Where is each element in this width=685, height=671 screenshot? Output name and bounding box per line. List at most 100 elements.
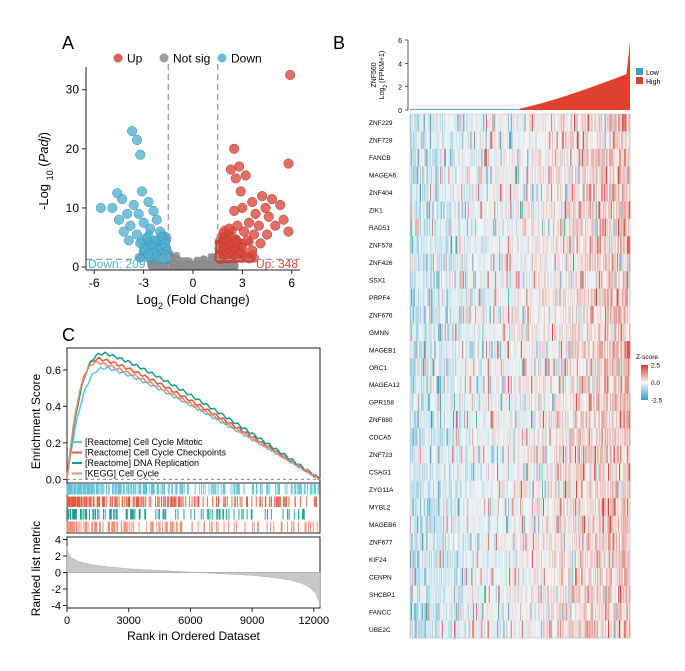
heatmap-cell: [596, 341, 598, 359]
heatmap-cell: [597, 323, 599, 342]
heatmap-cell: [542, 288, 545, 307]
heatmap-cell: [593, 183, 595, 202]
heatmap-cell: [487, 131, 489, 150]
heatmap-cell: [424, 288, 426, 307]
heatmap-cell: [443, 236, 446, 255]
heatmap-cell: [444, 306, 447, 324]
heatmap-cell: [457, 271, 459, 289]
heatmap-cell: [426, 376, 428, 394]
heatmap-cell: [431, 201, 433, 220]
heatmap-cell: [435, 323, 437, 342]
heatmap-cell: [485, 114, 487, 132]
heatmap-cell: [540, 236, 542, 255]
heatmap-cell: [487, 183, 489, 202]
heatmap-cell: [571, 218, 573, 237]
heatmap-cell: [627, 236, 629, 255]
heatmap-cell: [575, 218, 577, 237]
heatmap-cell: [549, 253, 551, 272]
heatmap-cell: [555, 358, 557, 377]
heatmap-cell: [534, 114, 536, 132]
heatmap-cell: [604, 218, 606, 237]
heatmap-cell: [461, 376, 463, 394]
heatmap-cell: [575, 323, 577, 342]
heatmap-cell: [575, 271, 578, 289]
heatmap-cell: [576, 114, 579, 132]
heatmap-cell: [598, 288, 601, 307]
heatmap-cell: [457, 148, 459, 167]
heatmap-cell: [443, 323, 446, 342]
heatmap-cell: [428, 393, 430, 412]
heatmap-cell: [490, 183, 492, 202]
legend-swatch-1: [159, 53, 169, 63]
up-point: [247, 245, 258, 256]
heatmap-cell: [449, 201, 451, 220]
heatmap-cell: [419, 341, 421, 359]
heatmap-cell: [434, 341, 436, 359]
heatmap-cell: [420, 183, 422, 202]
heatmap-cell: [410, 236, 412, 255]
heatmap-cell: [606, 358, 608, 377]
heatmap-cell: [505, 166, 507, 185]
heatmap-cell: [584, 218, 586, 237]
heatmap-cell: [559, 288, 561, 307]
heatmap-cell: [473, 114, 475, 132]
heatmap-cell: [612, 306, 614, 324]
heatmap-cell: [449, 393, 451, 412]
heatmap-cell: [518, 271, 520, 289]
heatmap-cell: [614, 183, 616, 202]
heatmap-cell: [619, 271, 622, 289]
heatmap-cell: [473, 393, 475, 412]
heatmap-cell: [536, 148, 538, 167]
heatmap-cell: [572, 323, 574, 342]
heatmap-cell: [491, 271, 493, 289]
heatmap-cell: [579, 131, 581, 150]
heatmap-cell: [430, 114, 432, 132]
heatmap-cell: [445, 166, 447, 185]
heatmap-cell: [441, 166, 443, 185]
heatmap-cell: [569, 271, 571, 289]
heatmap-cell: [445, 131, 447, 150]
heatmap-cell: [623, 183, 625, 202]
heatmap-cell: [554, 148, 557, 167]
heatmap-cell: [571, 166, 573, 185]
heatmap-cell: [421, 201, 423, 220]
heatmap-cell: [568, 306, 570, 324]
heatmap-cell: [545, 236, 547, 255]
heatmap-cell: [522, 253, 524, 272]
heatmap-cell: [542, 218, 544, 237]
heatmap-cell: [423, 236, 425, 255]
heatmap-cell: [599, 358, 601, 377]
heatmap-cell: [554, 323, 557, 342]
heatmap-cell: [603, 131, 605, 150]
heatmap-cell: [492, 306, 494, 324]
heatmap-cell: [584, 323, 586, 342]
heatmap-cell: [624, 201, 626, 220]
heatmap-cell: [422, 131, 425, 150]
heatmap-cell: [481, 341, 483, 359]
heatmap-cell: [527, 288, 529, 307]
heatmap-cell: [536, 358, 538, 377]
heatmap-cell: [493, 323, 495, 342]
heatmap-cell: [543, 341, 546, 359]
heatmap-cell: [450, 148, 452, 167]
heatmap-cell: [607, 376, 609, 394]
heatmap-cell: [513, 306, 515, 324]
heatmap-cell: [454, 114, 457, 132]
heatmap-cell: [531, 201, 533, 220]
heatmap-cell: [615, 306, 617, 324]
heatmap-cell: [553, 288, 556, 307]
heatmap-cell: [585, 201, 587, 220]
heatmap-cell: [421, 218, 423, 237]
heatmap-cell: [534, 166, 536, 185]
heatmap-cell: [431, 131, 433, 150]
heatmap-cell: [432, 393, 435, 412]
heatmap-cell: [597, 131, 600, 150]
heatmap-cell: [455, 271, 458, 289]
heatmap-cell: [485, 201, 487, 220]
heatmap-cell: [570, 253, 572, 272]
heatmap-cell: [429, 201, 431, 220]
heatmap-cell: [429, 323, 431, 342]
heatmap-cell: [506, 376, 508, 394]
heatmap-cell: [534, 288, 536, 307]
heatmap-cell: [466, 218, 469, 237]
